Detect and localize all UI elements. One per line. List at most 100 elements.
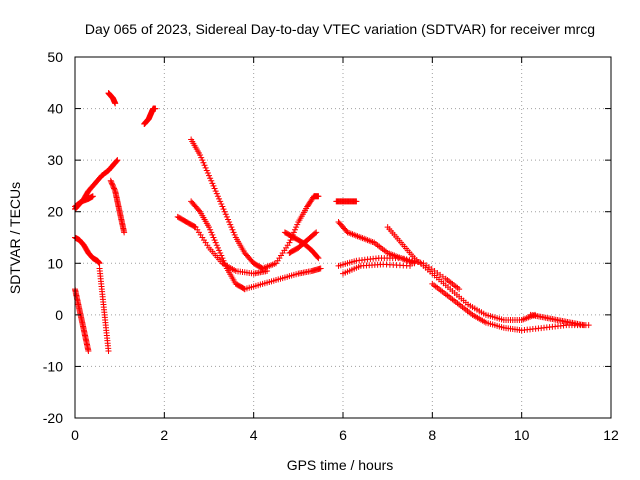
data-point [294,221,301,228]
data-point [199,157,206,164]
series-arc-16 [333,198,360,205]
data-point [211,237,218,244]
y-tick-labels: -20 -10 0 10 20 30 40 50 [43,49,63,426]
data-point [109,182,116,189]
x-tick-labels: 0 2 4 6 8 10 12 [71,427,619,443]
data-point [206,172,212,179]
x-tick-label: 2 [160,427,168,443]
y-tick-label: 40 [47,101,63,117]
data-point [312,230,319,237]
data-point [107,177,114,184]
data-point [108,180,115,187]
data-point [198,154,205,161]
data-point [218,252,225,259]
data-point [217,198,224,205]
data-point [228,224,235,231]
y-tick-label: 20 [47,204,63,220]
chart-title: Day 065 of 2023, Sidereal Day-to-day VTE… [85,21,595,37]
data-point [112,100,119,107]
x-axis-label: GPS time / hours [287,457,394,473]
data-point [230,229,237,236]
data-point [209,180,216,187]
series-arc-7 [107,177,128,236]
data-point [213,242,220,249]
series-arc-9 [188,136,266,272]
data-point [315,193,322,200]
data-point [231,231,238,238]
data-point [111,186,118,193]
series-arc-21 [527,311,588,329]
y-tick-label: -10 [43,358,63,374]
series-arc-3 [72,234,103,267]
y-tick-label: -20 [43,410,63,426]
series-arc-13 [259,193,322,272]
series-arc-18 [335,255,463,293]
data-point [400,255,407,262]
data-point [219,255,226,262]
data-point [201,162,208,169]
data-point [89,193,96,200]
data-point [314,254,321,261]
data-point [221,208,228,215]
data-point [226,219,233,226]
data-point [217,249,224,256]
data-point [200,159,207,166]
x-tick-label: 12 [603,427,619,443]
x-tick-label: 10 [514,427,530,443]
data-point [85,347,92,354]
data-point [111,185,118,192]
data-point [152,105,159,112]
y-tick-label: 0 [55,307,63,323]
series-arc-20 [429,280,592,334]
data-point [207,175,214,182]
data-point [456,286,463,293]
data-point [210,182,217,189]
data-point [214,193,221,200]
data-point [204,170,211,177]
series-arc-15 [286,229,320,256]
data-point [403,256,410,263]
data-point [109,181,116,188]
data-point [227,221,234,228]
data-point [209,231,216,238]
data-point [229,226,236,233]
data-point [212,188,219,195]
data-point [121,229,128,236]
x-tick-label: 8 [428,427,436,443]
x-tick-label: 6 [339,427,347,443]
data-point [207,226,214,233]
data-point [216,195,223,202]
data-point [110,184,117,191]
data-point [313,229,320,236]
data-point [286,239,293,246]
data-point [105,347,112,354]
data-point [581,322,588,329]
data-point [291,226,298,233]
x-tick-label: 0 [71,427,79,443]
data-point [222,262,229,269]
data-point [214,244,221,251]
data-point [211,185,218,192]
data-point [208,229,215,236]
series-arc-8 [141,105,159,128]
series-arc-6 [105,90,119,107]
data-point [223,213,230,220]
data-point [290,229,297,236]
data-point [202,164,209,171]
data-point [203,167,210,174]
y-tick-label: 10 [47,255,63,271]
data-point [191,223,198,230]
data-point [407,262,413,269]
data-point [213,190,220,197]
data-point [219,203,226,210]
data-point [406,257,413,264]
data-point [220,257,227,264]
data-point [293,224,300,231]
series-arc-11 [188,198,248,293]
axis-ticks [74,56,612,419]
data-point [96,260,103,267]
data-marks [72,90,592,354]
data-point [210,234,217,241]
y-tick-label: 30 [47,152,63,168]
